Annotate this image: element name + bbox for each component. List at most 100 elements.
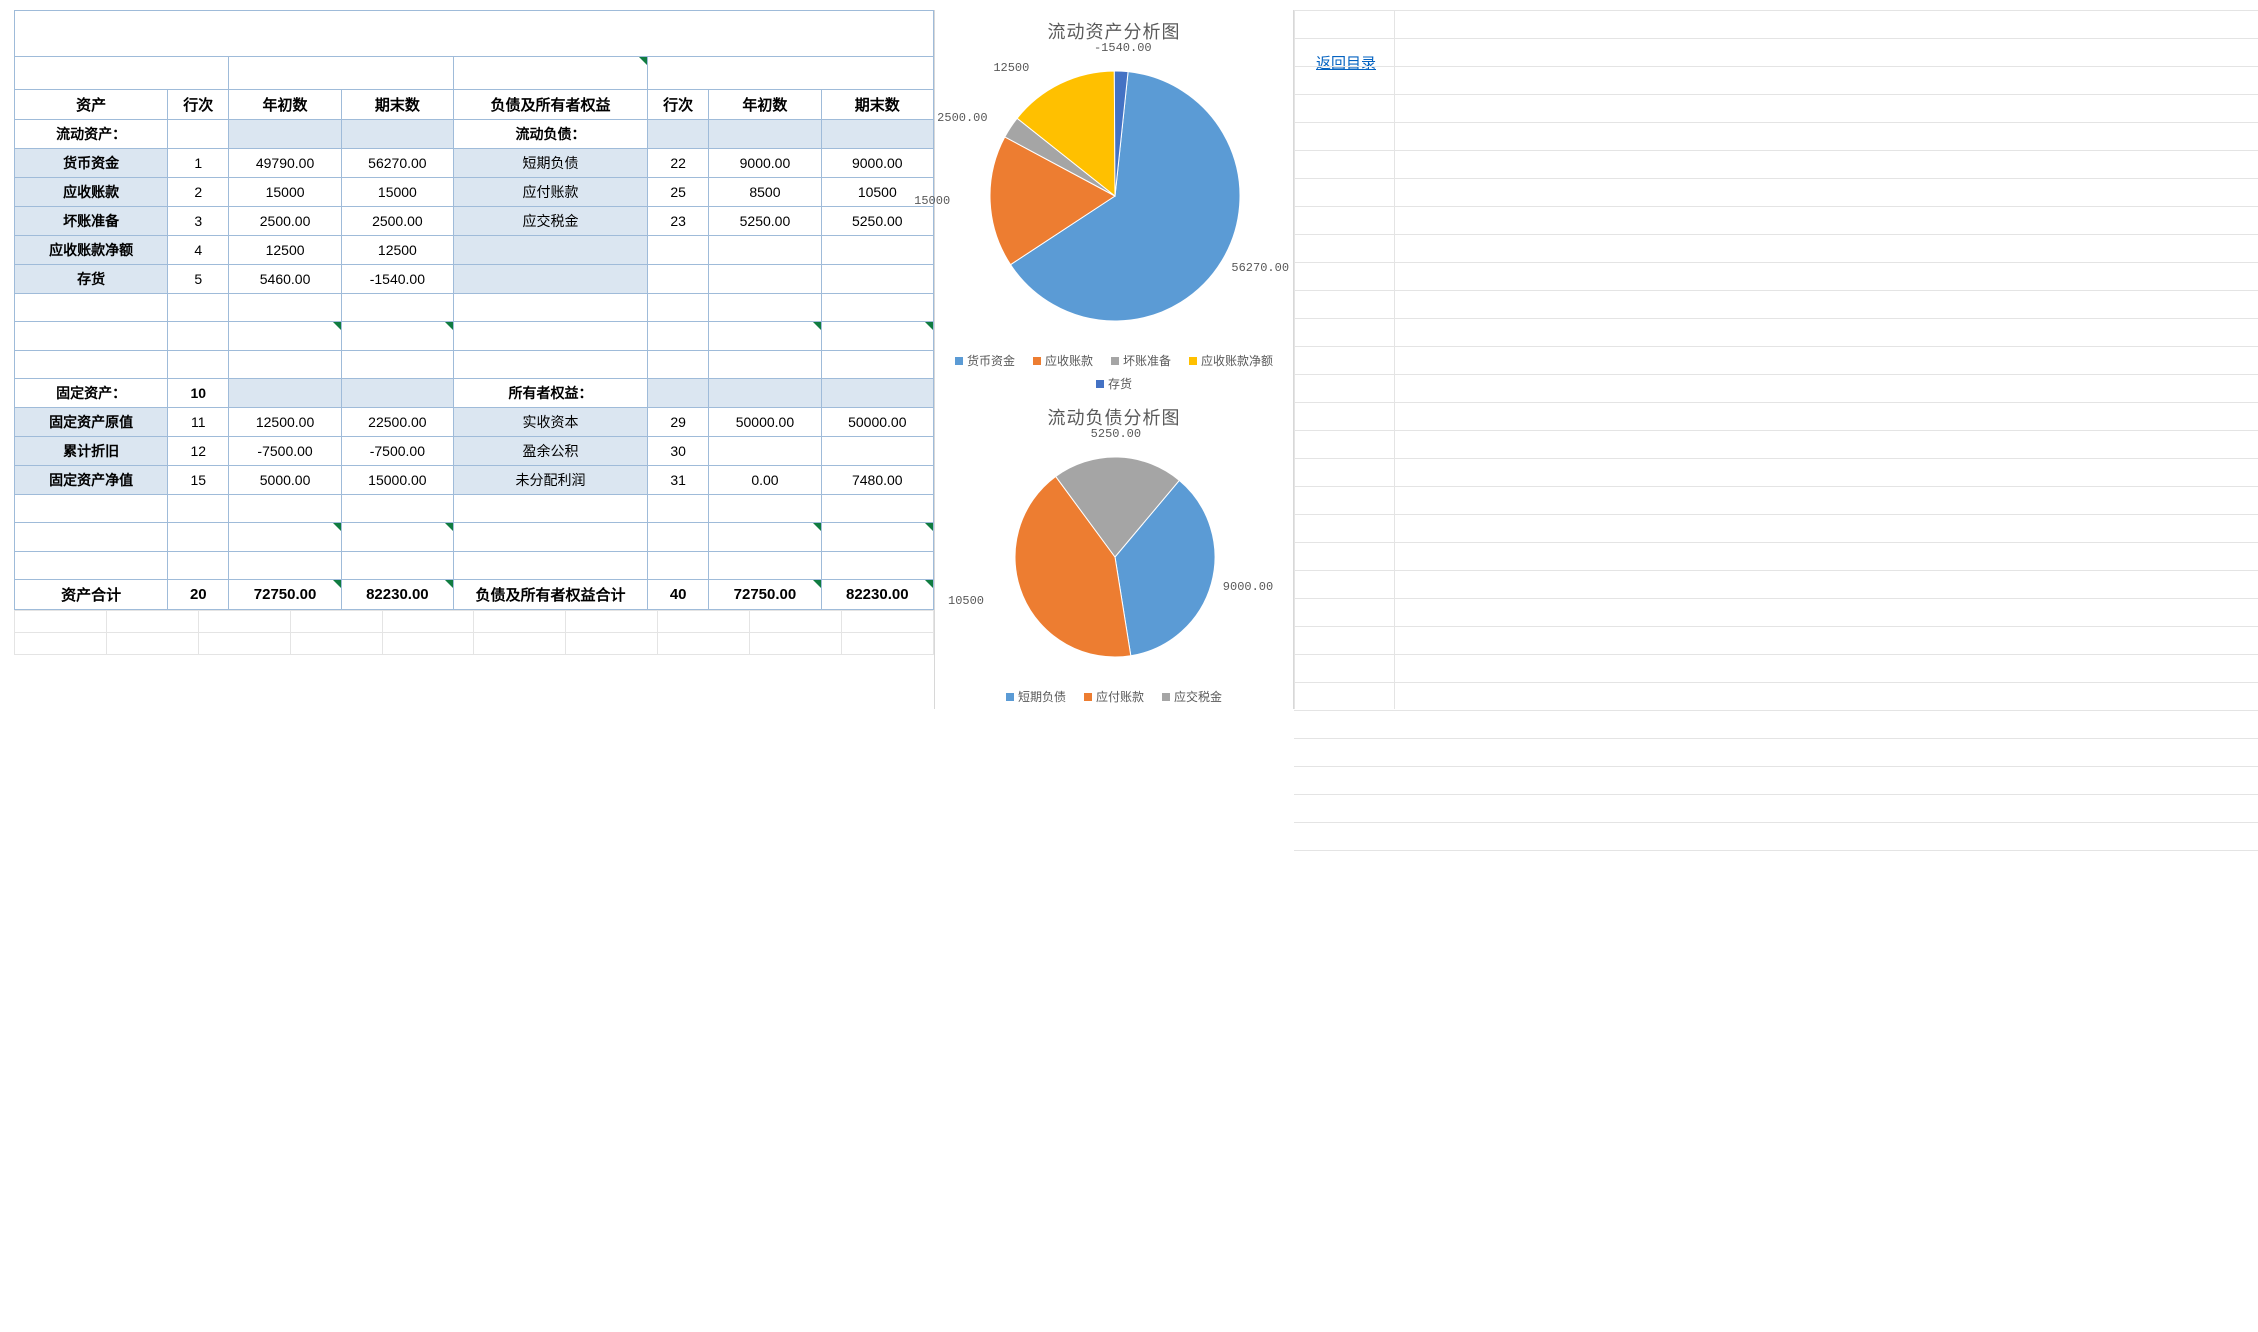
legend-item: 货币资金 xyxy=(955,352,1015,369)
cell-c8 xyxy=(821,437,933,466)
legend-swatch xyxy=(1096,380,1104,388)
cell-c1: 固定资产净值 xyxy=(15,466,168,495)
cell-c4 xyxy=(341,379,453,408)
cell-c6: 30 xyxy=(648,437,709,466)
charts-panel: 流动资产分析图 56270.00150002500.0012500-1540.0… xyxy=(934,10,1294,709)
back-to-toc-link[interactable]: 返回目录 xyxy=(1294,10,1386,73)
table-row: 固定资产净值155000.0015000.00未分配利润310.007480.0… xyxy=(15,466,934,495)
pie-label: 10500 xyxy=(948,594,984,608)
legend-label: 短期负债 xyxy=(1018,688,1066,705)
cell-c3: 67750.00 xyxy=(229,322,341,351)
cell-c4: 15000 xyxy=(341,178,453,207)
cell-c1: 固定资产合计 xyxy=(15,523,168,552)
table-row: 应收账款净额41250012500 xyxy=(15,236,934,265)
cell-c8 xyxy=(821,379,933,408)
cell-c6 xyxy=(648,379,709,408)
cell-c1: 坏账准备 xyxy=(15,207,168,236)
cell-c5: 实收资本 xyxy=(454,408,648,437)
cell-c4: -7500.00 xyxy=(341,437,453,466)
side-panel: 返回目录 xyxy=(1294,10,2258,709)
cell-c8 xyxy=(821,120,933,149)
legend-item: 应收账款净额 xyxy=(1189,352,1273,369)
cell-c2: 12 xyxy=(168,437,229,466)
cell-c5: 盈余公积 xyxy=(454,437,648,466)
cell-c8: 57480.00 xyxy=(821,523,933,552)
cell-c7: 0.00 xyxy=(709,466,821,495)
cell-c8: 82230.00 xyxy=(821,580,933,610)
cell-c4: -1540.00 xyxy=(341,265,453,294)
cell-c3: 12500.00 xyxy=(229,408,341,437)
cell-c2: 7 xyxy=(168,322,229,351)
cell-c3: 5000.00 xyxy=(229,523,341,552)
hdr-begin1: 年初数 xyxy=(229,90,341,120)
table-row: 固定资产合计185000.0015000.00所有者权益合计3550000.00… xyxy=(15,523,934,552)
cell-c3: 2500.00 xyxy=(229,207,341,236)
cell-c7 xyxy=(709,120,821,149)
cell-c3: 72750.00 xyxy=(229,580,341,610)
cell-c7: 50000.00 xyxy=(709,408,821,437)
cell-c3 xyxy=(229,120,341,149)
chart1-pie: 56270.00150002500.0012500-1540.00 xyxy=(945,46,1285,346)
cell-c6 xyxy=(648,265,709,294)
cell-c7 xyxy=(709,265,821,294)
table-row xyxy=(15,552,934,580)
table-row: 流动资产合计767750.0067230.00流动负债 合计2822750.00… xyxy=(15,322,934,351)
hdr-end1: 期末数 xyxy=(341,90,453,120)
cell-c8 xyxy=(821,265,933,294)
legend-item: 应付账款 xyxy=(1084,688,1144,705)
cell-c3 xyxy=(229,379,341,408)
cell-c4: 82230.00 xyxy=(341,580,453,610)
empty-grid xyxy=(14,610,934,655)
cell-c5: 未分配利润 xyxy=(454,466,648,495)
sheet-title: 资产负债表 xyxy=(15,11,934,57)
cell-c5 xyxy=(454,265,648,294)
balance-sheet-panel: 资产负债表 编制单位：XX公司 时间： 2019/6/26 单位：元 资产 行次… xyxy=(14,10,934,709)
pie-label: 9000.00 xyxy=(1223,580,1273,594)
cell-c8: 5250.00 xyxy=(821,207,933,236)
cell-c1: 货币资金 xyxy=(15,149,168,178)
cell-c1: 流动资产： xyxy=(15,120,168,149)
legend-item: 存货 xyxy=(1096,375,1132,392)
cell-c6: 28 xyxy=(648,322,709,351)
cell-c8: 24750.00 xyxy=(821,322,933,351)
cell-c8: 9000.00 xyxy=(821,149,933,178)
cell-c7 xyxy=(709,437,821,466)
cell-c1: 存货 xyxy=(15,265,168,294)
cell-c2 xyxy=(168,120,229,149)
time-value: 2019/6/26 xyxy=(454,57,648,90)
cell-c7: 22750.00 xyxy=(709,322,821,351)
table-row: 固定资产：10所有者权益： xyxy=(15,379,934,408)
cell-c2: 2 xyxy=(168,178,229,207)
cell-c7 xyxy=(709,379,821,408)
cell-c5: 流动负债： xyxy=(454,120,648,149)
cell-c3: 5000.00 xyxy=(229,466,341,495)
pie-label: 12500 xyxy=(993,61,1029,75)
cell-c8: 7480.00 xyxy=(821,466,933,495)
legend-swatch xyxy=(1111,357,1119,365)
legend-label: 坏账准备 xyxy=(1123,352,1171,369)
table-row: 货币资金149790.0056270.00短期负债229000.009000.0… xyxy=(15,149,934,178)
cell-c4 xyxy=(341,120,453,149)
legend-item: 短期负债 xyxy=(1006,688,1066,705)
cell-c5: 所有者权益合计 xyxy=(454,523,648,552)
hdr-begin2: 年初数 xyxy=(709,90,821,120)
cell-c1: 累计折旧 xyxy=(15,437,168,466)
cell-c3: 49790.00 xyxy=(229,149,341,178)
cell-c2: 5 xyxy=(168,265,229,294)
legend-label: 货币资金 xyxy=(967,352,1015,369)
cell-c2: 11 xyxy=(168,408,229,437)
pie-label: 15000 xyxy=(914,194,950,208)
cell-c8 xyxy=(821,236,933,265)
cell-c2: 15 xyxy=(168,466,229,495)
hdr-liab: 负债及所有者权益 xyxy=(454,90,648,120)
cell-c5: 所有者权益： xyxy=(454,379,648,408)
header-row: 资产 行次 年初数 期末数 负债及所有者权益 行次 年初数 期末数 xyxy=(15,90,934,120)
page-root: 资产负债表 编制单位：XX公司 时间： 2019/6/26 单位：元 资产 行次… xyxy=(0,0,2258,709)
cell-c8: 50000.00 xyxy=(821,408,933,437)
cell-c4: 15000.00 xyxy=(341,466,453,495)
legend-swatch xyxy=(955,357,963,365)
chart2-pie: 9000.00105005250.00 xyxy=(945,432,1285,682)
cell-c6: 35 xyxy=(648,523,709,552)
table-row: 固定资产原值1112500.0022500.00实收资本2950000.0050… xyxy=(15,408,934,437)
cell-c3: -7500.00 xyxy=(229,437,341,466)
